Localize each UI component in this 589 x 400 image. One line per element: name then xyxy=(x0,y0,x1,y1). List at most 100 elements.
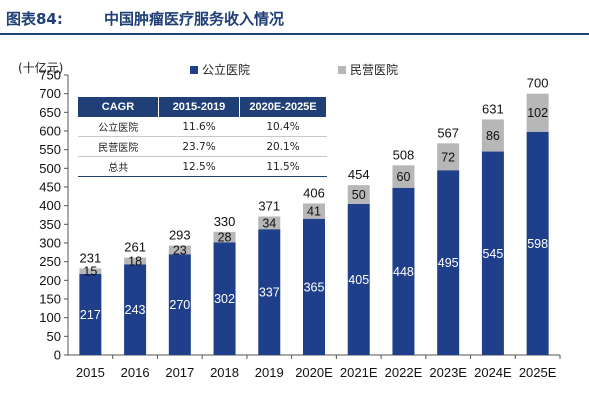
figure-title: 中国肿瘤医疗服务收入情况 xyxy=(104,10,285,28)
cagr-row-private: 民营医院 23.7% 20.1% xyxy=(78,136,327,157)
bar-private-hospital xyxy=(347,185,370,204)
bar-label-private: 41 xyxy=(307,205,321,219)
bar-private-hospital xyxy=(437,143,460,171)
bar-label-total: 406 xyxy=(303,185,325,200)
bar-label-total: 631 xyxy=(482,101,504,116)
bar-label-public: 495 xyxy=(438,256,459,270)
cagr-cell: 12.5% xyxy=(158,156,240,177)
cagr-row-label: 公立医院 xyxy=(78,117,159,137)
bar-public-hospital xyxy=(79,273,102,355)
cagr-cell: 11.6% xyxy=(158,117,240,137)
cagr-header-label: CAGR xyxy=(78,97,159,117)
x-tick-label: 2023E xyxy=(429,365,467,380)
bar-label-private: 15 xyxy=(83,265,97,279)
cagr-cell: 10.4% xyxy=(239,117,327,137)
bar-private-hospital xyxy=(526,93,549,132)
cagr-header-row: CAGR 2015-2019 2020E-2025E xyxy=(78,97,327,117)
bar-label-total: 508 xyxy=(393,147,415,162)
cagr-table: CAGR 2015-2019 2020E-2025E 公立医院 11.6% 10… xyxy=(78,97,327,177)
bar-public-hospital xyxy=(392,187,415,355)
y-tick-label: 650 xyxy=(39,105,61,120)
figure-header: 图表84: 中国肿瘤医疗服务收入情况 xyxy=(0,0,589,36)
legend-swatch xyxy=(338,66,346,74)
y-tick-label: 750 xyxy=(39,68,61,83)
bar-public-hospital xyxy=(481,151,504,355)
bar-label-public: 302 xyxy=(214,292,235,306)
bar-label-private: 60 xyxy=(397,170,411,184)
x-tick-label: 2018 xyxy=(210,365,239,380)
bar-private-hospital xyxy=(213,231,236,243)
bar-public-hospital xyxy=(347,203,370,355)
y-tick-label: 150 xyxy=(39,292,61,307)
y-tick-label: 200 xyxy=(39,273,61,288)
bar-public-hospital xyxy=(168,254,191,355)
cagr-row-label: 总共 xyxy=(78,156,159,177)
y-tick-label: 0 xyxy=(54,348,61,363)
bar-label-total: 567 xyxy=(437,125,459,140)
bar-label-public: 270 xyxy=(169,298,190,312)
cagr-cell: 23.7% xyxy=(158,136,240,157)
x-tick-label: 2016 xyxy=(121,365,150,380)
bar-label-private: 86 xyxy=(486,129,500,143)
bar-label-private: 72 xyxy=(441,150,455,164)
bar-label-total: 293 xyxy=(169,228,191,243)
cagr-cell: 11.5% xyxy=(239,156,327,177)
bar-public-hospital xyxy=(213,242,236,355)
bar-private-hospital xyxy=(303,203,325,219)
bar-label-public: 337 xyxy=(259,286,280,300)
y-tick-label: 450 xyxy=(39,180,61,195)
y-tick-label: 600 xyxy=(39,124,61,139)
y-tick-label: 500 xyxy=(39,161,61,176)
y-tick-label: 250 xyxy=(39,254,61,269)
bar-label-total: 454 xyxy=(348,167,370,182)
cagr-row-public: 公立医院 11.6% 10.4% xyxy=(78,117,327,137)
x-tick-label: 2019 xyxy=(255,365,284,380)
y-tick-label: 50 xyxy=(47,329,61,344)
y-tick-label: 100 xyxy=(39,310,61,325)
bar-label-private: 50 xyxy=(352,188,366,202)
bar-label-private: 34 xyxy=(262,216,276,230)
y-tick-label: 400 xyxy=(39,198,61,213)
bar-public-hospital xyxy=(437,170,460,355)
bar-public-hospital xyxy=(303,218,325,355)
bar-private-hospital xyxy=(258,216,281,230)
bar-public-hospital xyxy=(526,131,549,355)
bar-label-public: 545 xyxy=(482,247,503,261)
bar-label-public: 405 xyxy=(348,273,369,287)
bar-label-private: 28 xyxy=(218,231,232,245)
bar-private-hospital xyxy=(124,257,147,265)
header-rule xyxy=(0,33,589,35)
y-tick-label: 700 xyxy=(39,86,61,101)
bar-label-private: 18 xyxy=(128,254,142,268)
y-tick-label: 300 xyxy=(39,236,61,251)
figure-label: 图表84: xyxy=(6,10,63,28)
x-tick-label: 2021E xyxy=(340,365,378,380)
legend-label: 民营医院 xyxy=(350,63,398,77)
cagr-row-label: 民营医院 xyxy=(78,136,159,157)
bar-public-hospital xyxy=(124,264,147,355)
cagr-row-total: 总共 12.5% 11.5% xyxy=(78,156,327,177)
x-tick-label: 2022E xyxy=(385,365,423,380)
bar-label-total: 231 xyxy=(80,250,102,265)
y-tick-label: 550 xyxy=(39,142,61,157)
bar-label-total: 330 xyxy=(214,214,236,229)
bar-label-public: 598 xyxy=(527,237,548,251)
x-tick-label: 2024E xyxy=(474,365,512,380)
x-tick-label: 2025E xyxy=(519,365,557,380)
bar-label-public: 217 xyxy=(80,308,101,322)
y-tick-label: 350 xyxy=(39,217,61,232)
bar-private-hospital xyxy=(79,268,102,274)
bar-private-hospital xyxy=(168,245,191,255)
bar-private-hospital xyxy=(481,119,504,152)
bar-label-total: 261 xyxy=(124,240,146,255)
cagr-header-period1: 2015-2019 xyxy=(158,97,240,117)
y-unit-label: (十亿元) xyxy=(18,60,63,75)
bar-label-private: 102 xyxy=(527,106,548,120)
bar-private-hospital xyxy=(392,165,415,188)
bar-label-private: 23 xyxy=(173,243,187,257)
bar-label-total: 700 xyxy=(527,76,549,91)
legend-label: 公立医院 xyxy=(202,62,250,77)
x-tick-label: 2017 xyxy=(165,365,194,380)
bar-label-total: 371 xyxy=(258,198,280,213)
